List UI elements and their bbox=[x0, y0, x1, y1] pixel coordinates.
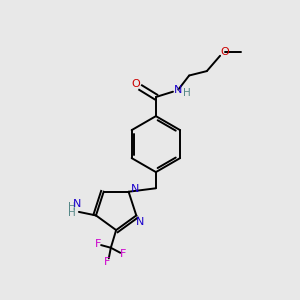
Text: N: N bbox=[136, 217, 144, 227]
Text: F: F bbox=[104, 257, 110, 267]
Text: N: N bbox=[73, 199, 82, 209]
Text: F: F bbox=[120, 249, 126, 259]
Text: O: O bbox=[132, 79, 140, 89]
Text: H: H bbox=[68, 202, 75, 212]
Text: F: F bbox=[94, 239, 101, 249]
Text: N: N bbox=[174, 85, 182, 94]
Text: H: H bbox=[183, 88, 191, 98]
Text: O: O bbox=[220, 47, 229, 57]
Text: N: N bbox=[131, 184, 139, 194]
Text: H: H bbox=[68, 208, 75, 218]
